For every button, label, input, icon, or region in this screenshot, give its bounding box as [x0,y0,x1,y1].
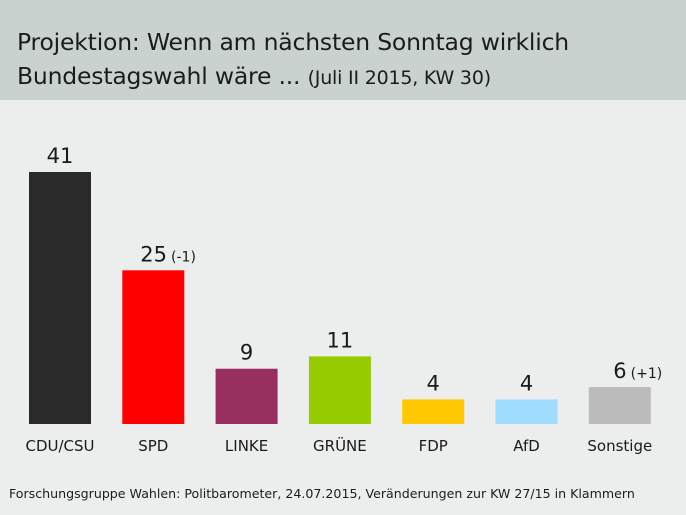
chart-title-line2: Bundestagswahl wäre ... (Juli II 2015, K… [17,62,491,90]
bar-cdu-csu [29,172,91,424]
bar-chart: 41 CDU/CSU 25 (-1) SPD 9 LINKE 11 GRÜNE 4 FDP 4 AfD 6… [25,144,662,455]
category-label: GRÜNE [313,436,367,455]
chart-title-line1: Projektion: Wenn am nächsten Sonntag wir… [17,28,569,56]
chart-title-main: Bundestagswahl wäre ... [17,62,308,90]
bar-grüne [308,356,371,424]
category-label: Sonstige [587,437,652,455]
value-label: 6 (+1) [613,359,662,383]
value-label: 4 [427,371,440,395]
category-label: LINKE [225,437,268,455]
chart-title-date: (Juli II 2015, KW 30) [307,67,492,89]
value-label: 9 [240,341,253,365]
category-label: SPD [138,437,168,455]
bar-linke [215,368,278,424]
bar-sonstige [588,387,651,424]
change-label: (-1) [171,249,196,265]
value-label: 41 [47,144,74,168]
category-label: CDU/CSU [25,437,94,455]
bar-afd [495,399,558,424]
category-label: AfD [513,437,540,455]
category-label: FDP [419,437,448,455]
bar-fdp [402,399,465,424]
chart-source-note: Forschungsgruppe Wahlen: Politbarometer,… [9,486,635,501]
value-label: 4 [520,371,533,395]
value-label: 11 [327,328,354,352]
chart-header: Projektion: Wenn am nächsten Sonntag wir… [0,0,686,100]
change-label: (+1) [631,366,663,382]
bar-spd [122,270,185,424]
value-label: 25 (-1) [140,242,196,266]
